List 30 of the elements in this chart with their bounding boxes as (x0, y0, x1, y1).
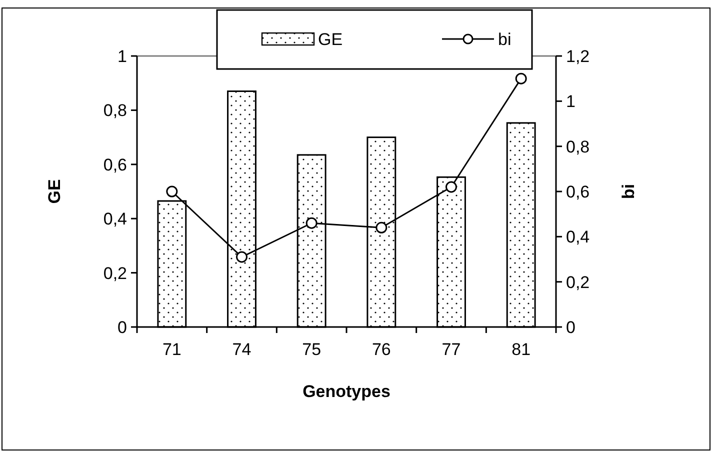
point (446, 181, 457, 193)
y2-tick-label: 0,4 (566, 228, 590, 247)
y-tick-label: 1 (118, 46, 127, 66)
y-tick-label: 0,2 (103, 264, 127, 283)
y-tick-label: 0 (118, 318, 127, 337)
point (166, 186, 178, 198)
y2-tick-label: 0,6 (566, 182, 590, 202)
point (515, 72, 527, 84)
y-tick-label: 0,6 (103, 155, 127, 174)
point (306, 217, 318, 229)
y2-axis-title: bi (619, 184, 638, 200)
point (236, 251, 248, 263)
x-tick-label: 75 (302, 340, 322, 359)
y-tick-label: 0,8 (103, 101, 127, 120)
legend-label: bi (498, 30, 512, 49)
y-tick-label: 0,4 (103, 210, 127, 229)
y2-tick-label: 0,2 (566, 272, 590, 292)
x-tick-label: 74 (232, 340, 252, 359)
y2-tick-label: 1 (566, 92, 576, 112)
x-tick-label: 76 (372, 340, 391, 359)
x-axis-title: Genotypes (302, 382, 390, 401)
x-tick-label: 81 (512, 340, 531, 359)
x-tick-label: 71 (162, 340, 182, 359)
y2-tick-label: 1,2 (566, 46, 590, 66)
y-axis-title: GE (45, 179, 64, 204)
y2-tick-label: 0,8 (566, 137, 590, 156)
y2-tick-label: 0 (566, 318, 576, 337)
point (376, 222, 388, 234)
x-tick-label: 77 (442, 340, 461, 359)
legend-label: GE (318, 30, 343, 49)
